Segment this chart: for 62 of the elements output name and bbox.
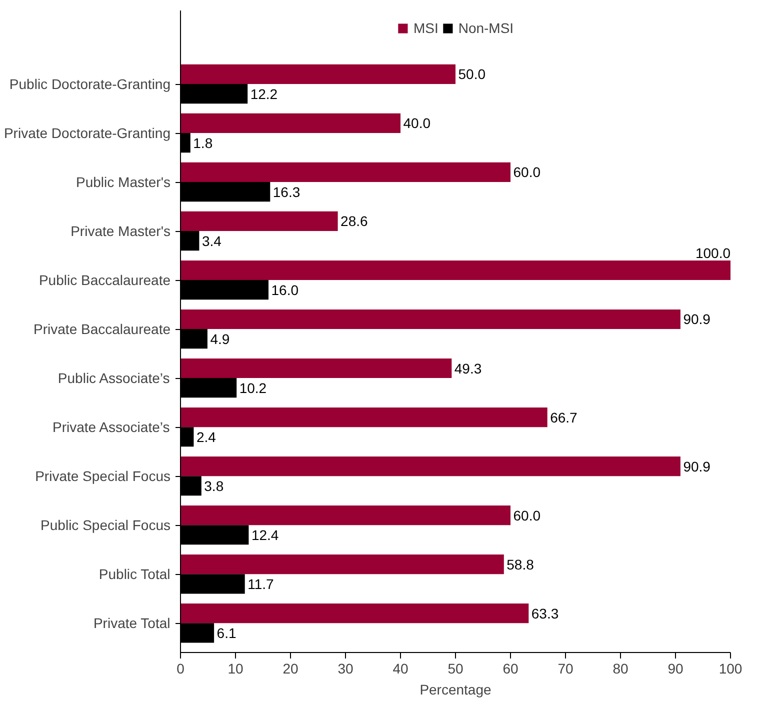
data-label: 10.2 xyxy=(239,380,267,396)
x-tick-label: 90 xyxy=(668,660,684,676)
data-label: 90.9 xyxy=(683,458,711,474)
bar xyxy=(180,309,680,330)
y-tick-label: Public Associate’s xyxy=(58,370,170,386)
data-label: 49.3 xyxy=(454,360,482,376)
x-tick-label: 10 xyxy=(228,660,244,676)
bar xyxy=(180,603,529,624)
data-label: 3.8 xyxy=(204,478,224,494)
data-label: 60.0 xyxy=(513,507,541,524)
data-label: 100.0 xyxy=(695,244,731,261)
x-axis-title: Percentage xyxy=(420,682,492,698)
data-label: 58.8 xyxy=(506,556,534,572)
data-label: 16.3 xyxy=(272,184,300,200)
legend-label: MSI xyxy=(413,20,438,36)
bar xyxy=(180,505,510,526)
data-label: 12.4 xyxy=(251,526,279,543)
x-tick-label: 20 xyxy=(282,660,298,676)
y-tick-label: Private Special Focus xyxy=(35,468,171,484)
x-tick-label: 80 xyxy=(612,660,628,676)
data-label: 12.2 xyxy=(250,86,278,102)
y-tick-label: Private Total xyxy=(93,615,170,632)
x-tick-label: 70 xyxy=(558,660,574,676)
x-tick-label: 100 xyxy=(718,660,742,676)
x-tick-label: 0 xyxy=(176,660,185,676)
bar xyxy=(180,554,504,574)
y-tick-label: Public Doctorate-Granting xyxy=(9,76,171,92)
y-tick-label: Private Doctorate-Granting xyxy=(4,125,171,142)
bar xyxy=(180,260,730,280)
data-label: 66.7 xyxy=(550,409,578,426)
y-tick-label: Public Master's xyxy=(76,174,171,190)
y-tick-label: Private Associate’s xyxy=(52,419,170,436)
data-label: 2.4 xyxy=(196,428,216,445)
data-label: 11.7 xyxy=(248,576,274,592)
bar xyxy=(180,211,338,232)
bar xyxy=(180,162,510,182)
y-tick-label: Private Baccalaureate xyxy=(34,321,171,338)
data-label: 63.3 xyxy=(531,605,559,622)
y-tick-label: Public Special Focus xyxy=(40,517,170,534)
bar xyxy=(180,113,400,134)
x-tick-label: 30 xyxy=(338,660,354,676)
y-tick-label: Private Master's xyxy=(70,223,170,240)
data-label: 1.8 xyxy=(193,134,213,151)
y-tick-label: Public Baccalaureate xyxy=(38,272,171,288)
data-label: 3.4 xyxy=(202,232,222,249)
data-label: 90.9 xyxy=(683,311,711,328)
data-label: 28.6 xyxy=(340,213,368,230)
x-tick-label: 40 xyxy=(392,660,408,676)
bar xyxy=(180,358,452,378)
data-label: 40.0 xyxy=(403,115,431,132)
bar xyxy=(180,407,548,428)
data-label: 16.0 xyxy=(271,282,299,298)
data-label: 50.0 xyxy=(458,66,486,82)
y-tick-label: Public Total xyxy=(98,566,170,582)
x-tick-label: 50 xyxy=(448,660,464,676)
data-label: 60.0 xyxy=(513,164,541,180)
bar xyxy=(180,456,680,476)
data-label: 6.1 xyxy=(216,624,236,641)
data-label: 4.9 xyxy=(210,330,230,347)
x-tick-label: 60 xyxy=(502,660,518,676)
bar xyxy=(180,64,456,84)
legend-label: Non-MSI xyxy=(458,20,514,36)
